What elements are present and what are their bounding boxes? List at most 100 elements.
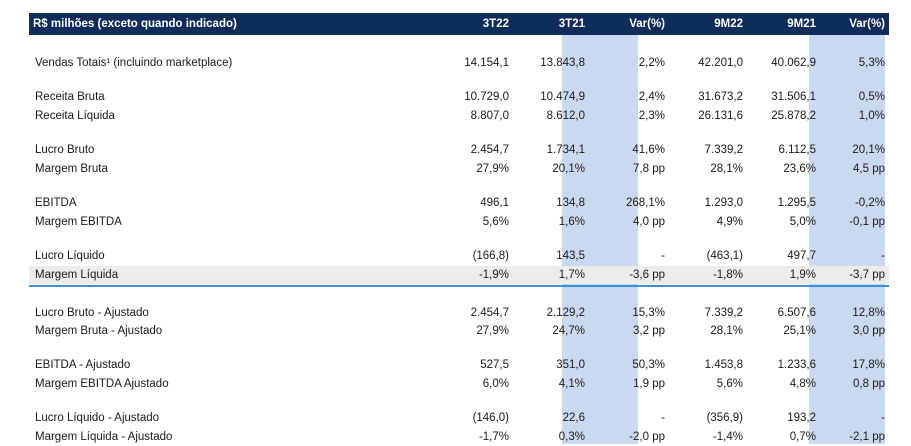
cell-var-ytd: 3,0 pp [853, 325, 885, 337]
cell-3t22: 10.729,0 [464, 91, 509, 103]
var-column-shade-ytd [809, 13, 885, 444]
cell-var-quarter: 4,0 pp [633, 216, 665, 228]
cell-9m22: (463,1) [706, 250, 743, 262]
table-row: Margem Bruta - Ajustado 27,9% 24,7% 3,2 pp 2… [29, 322, 889, 340]
cell-var-quarter: 268,1% [625, 197, 665, 209]
cell-9m21: 5,0% [789, 216, 816, 228]
cell-var-ytd: 1,0% [858, 110, 885, 122]
cell-9m22: 5,6% [716, 378, 743, 390]
cell-3t22: 6,0% [482, 378, 509, 390]
row-label: Lucro Bruto [35, 144, 95, 156]
row-label: Margem Bruta - Ajustado [35, 325, 163, 337]
table-row: Margem Bruta 27,9% 20,1% 7,8 pp 28,1% 23,6% 4,… [29, 160, 889, 178]
cell-9m21: 0,7% [789, 431, 816, 443]
cell-9m22: 31.673,2 [698, 91, 743, 103]
cell-3t22: 8.807,0 [470, 110, 509, 122]
cell-3t22: 527,5 [480, 359, 509, 371]
cell-3t21: 1,7% [558, 269, 585, 281]
table-row: Margem Líquida -1,9% 1,7% -3,6 pp -1,8% 1,9% -… [29, 266, 889, 284]
cell-9m22: 28,1% [710, 325, 743, 337]
cell-3t21: 143,5 [556, 250, 585, 262]
table-row: Lucro Bruto 2.454,7 1.734,1 41,6% 7.339,2 6.1… [29, 141, 889, 159]
cell-3t22: -1,7% [478, 431, 509, 443]
cell-3t22: 496,1 [480, 197, 509, 209]
row-label: Margem EBITDA Ajustado [35, 378, 169, 390]
cell-3t22: (146,0) [472, 412, 509, 424]
cell-3t21: 1,6% [558, 216, 585, 228]
row-label: Margem Bruta [35, 163, 108, 175]
table-row: Receita Bruta 10.729,0 10.474,9 2,4% 31.673,… [29, 88, 889, 106]
cell-var-quarter: 3,2 pp [633, 325, 665, 337]
cell-var-quarter: - [661, 412, 665, 424]
cell-3t21: 1.734,1 [546, 144, 585, 156]
cell-9m22: 28,1% [710, 163, 743, 175]
cell-var-ytd: -0,2% [854, 197, 885, 209]
cell-3t22: 27,9% [476, 163, 509, 175]
cell-9m22: 7.339,2 [704, 307, 743, 319]
cell-3t22: 5,6% [482, 216, 509, 228]
cell-var-quarter: 2,4% [638, 91, 665, 103]
cell-3t21: 10.474,9 [540, 91, 585, 103]
table-row: Lucro Líquido - Ajustado (146,0) 22,6 - (356… [29, 409, 889, 427]
cell-var-quarter: 2,3% [638, 110, 665, 122]
cell-9m22: 1.453,8 [704, 359, 743, 371]
row-label: Receita Líquida [35, 110, 115, 122]
cell-var-quarter: 15,3% [632, 307, 665, 319]
cell-3t21: 2.129,2 [546, 307, 585, 319]
cell-3t21: 24,7% [552, 325, 585, 337]
cell-9m21: 25,1% [783, 325, 816, 337]
cell-var-ytd: 0,8 pp [853, 378, 885, 390]
table-row: Lucro Bruto - Ajustado 2.454,7 2.129,2 15,3… [29, 304, 889, 322]
cell-9m21: 6.507,6 [777, 307, 816, 319]
cell-3t22: 2.454,7 [470, 307, 509, 319]
cell-9m21: 25.878,2 [771, 110, 816, 122]
cell-var-ytd: -3,7 pp [849, 269, 885, 281]
row-label: Lucro Bruto - Ajustado [35, 307, 149, 319]
cell-var-quarter: 50,3% [632, 359, 665, 371]
cell-var-quarter: 1,9 pp [633, 378, 665, 390]
table-row: Lucro Líquido (166,8) 143,5 - (463,1) 497,7 - [29, 247, 889, 265]
table-row: EBITDA - Ajustado 527,5 351,0 50,3% 1.453,8 1… [29, 356, 889, 374]
cell-9m22: (356,9) [706, 412, 743, 424]
cell-9m21: 6.112,5 [778, 144, 816, 156]
cell-9m21: 1,9% [789, 269, 816, 281]
cell-9m22: 4,9% [716, 216, 743, 228]
cell-var-quarter: -2,0 pp [629, 431, 665, 443]
cell-var-ytd: 4,5 pp [853, 163, 885, 175]
cell-9m21: 31.506,1 [771, 91, 816, 103]
table-row: Margem EBITDA 5,6% 1,6% 4,0 pp 4,9% 5,0% -0,1 … [29, 213, 889, 231]
row-label: Lucro Líquido - Ajustado [35, 412, 160, 424]
cell-var-quarter: 7,8 pp [633, 163, 665, 175]
cell-9m21: 40.062,9 [771, 57, 816, 69]
header-col-3t21: 3T21 [558, 18, 585, 30]
cell-var-quarter: - [661, 250, 665, 262]
cell-9m22: 7.339,2 [704, 144, 743, 156]
cell-var-ytd: 0,5% [858, 91, 885, 103]
cell-var-ytd: - [881, 250, 885, 262]
row-label: Receita Bruta [35, 91, 105, 103]
table-row: EBITDA 496,1 134,8 268,1% 1.293,0 1.295,5 -0,2… [29, 194, 889, 212]
header-col-3t22: 3T22 [482, 18, 509, 30]
cell-3t22: (166,8) [472, 250, 509, 262]
table-row: Vendas Totais¹ (incluindo marketplace) 14… [29, 54, 889, 72]
row-label: Margem Líquida - Ajustado [35, 431, 173, 443]
cell-9m21: 1.295,5 [777, 197, 816, 209]
cell-var-quarter: -3,6 pp [629, 269, 665, 281]
header-col-9m21: 9M21 [787, 18, 816, 30]
cell-var-quarter: 41,6% [632, 144, 665, 156]
cell-3t21: 13.843,8 [540, 57, 585, 69]
var-column-shade-quarter [562, 13, 638, 444]
cell-9m21: 23,6% [783, 163, 816, 175]
cell-9m21: 1.233,6 [777, 359, 816, 371]
cell-9m22: -1,8% [712, 269, 743, 281]
header-label: R$ milhões (exceto quando indicado) [33, 18, 237, 30]
cell-3t21: 8.612,0 [546, 110, 585, 122]
cell-3t21: 134,8 [556, 197, 585, 209]
cell-3t22: -1,9% [478, 269, 509, 281]
row-label: Vendas Totais¹ (incluindo marketplace) [35, 57, 233, 69]
cell-9m21: 4,8% [789, 378, 816, 390]
cell-var-ytd: 12,8% [852, 307, 885, 319]
cell-var-ytd: - [881, 412, 885, 424]
row-label: Lucro Líquido [35, 250, 105, 262]
cell-3t22: 2.454,7 [470, 144, 509, 156]
